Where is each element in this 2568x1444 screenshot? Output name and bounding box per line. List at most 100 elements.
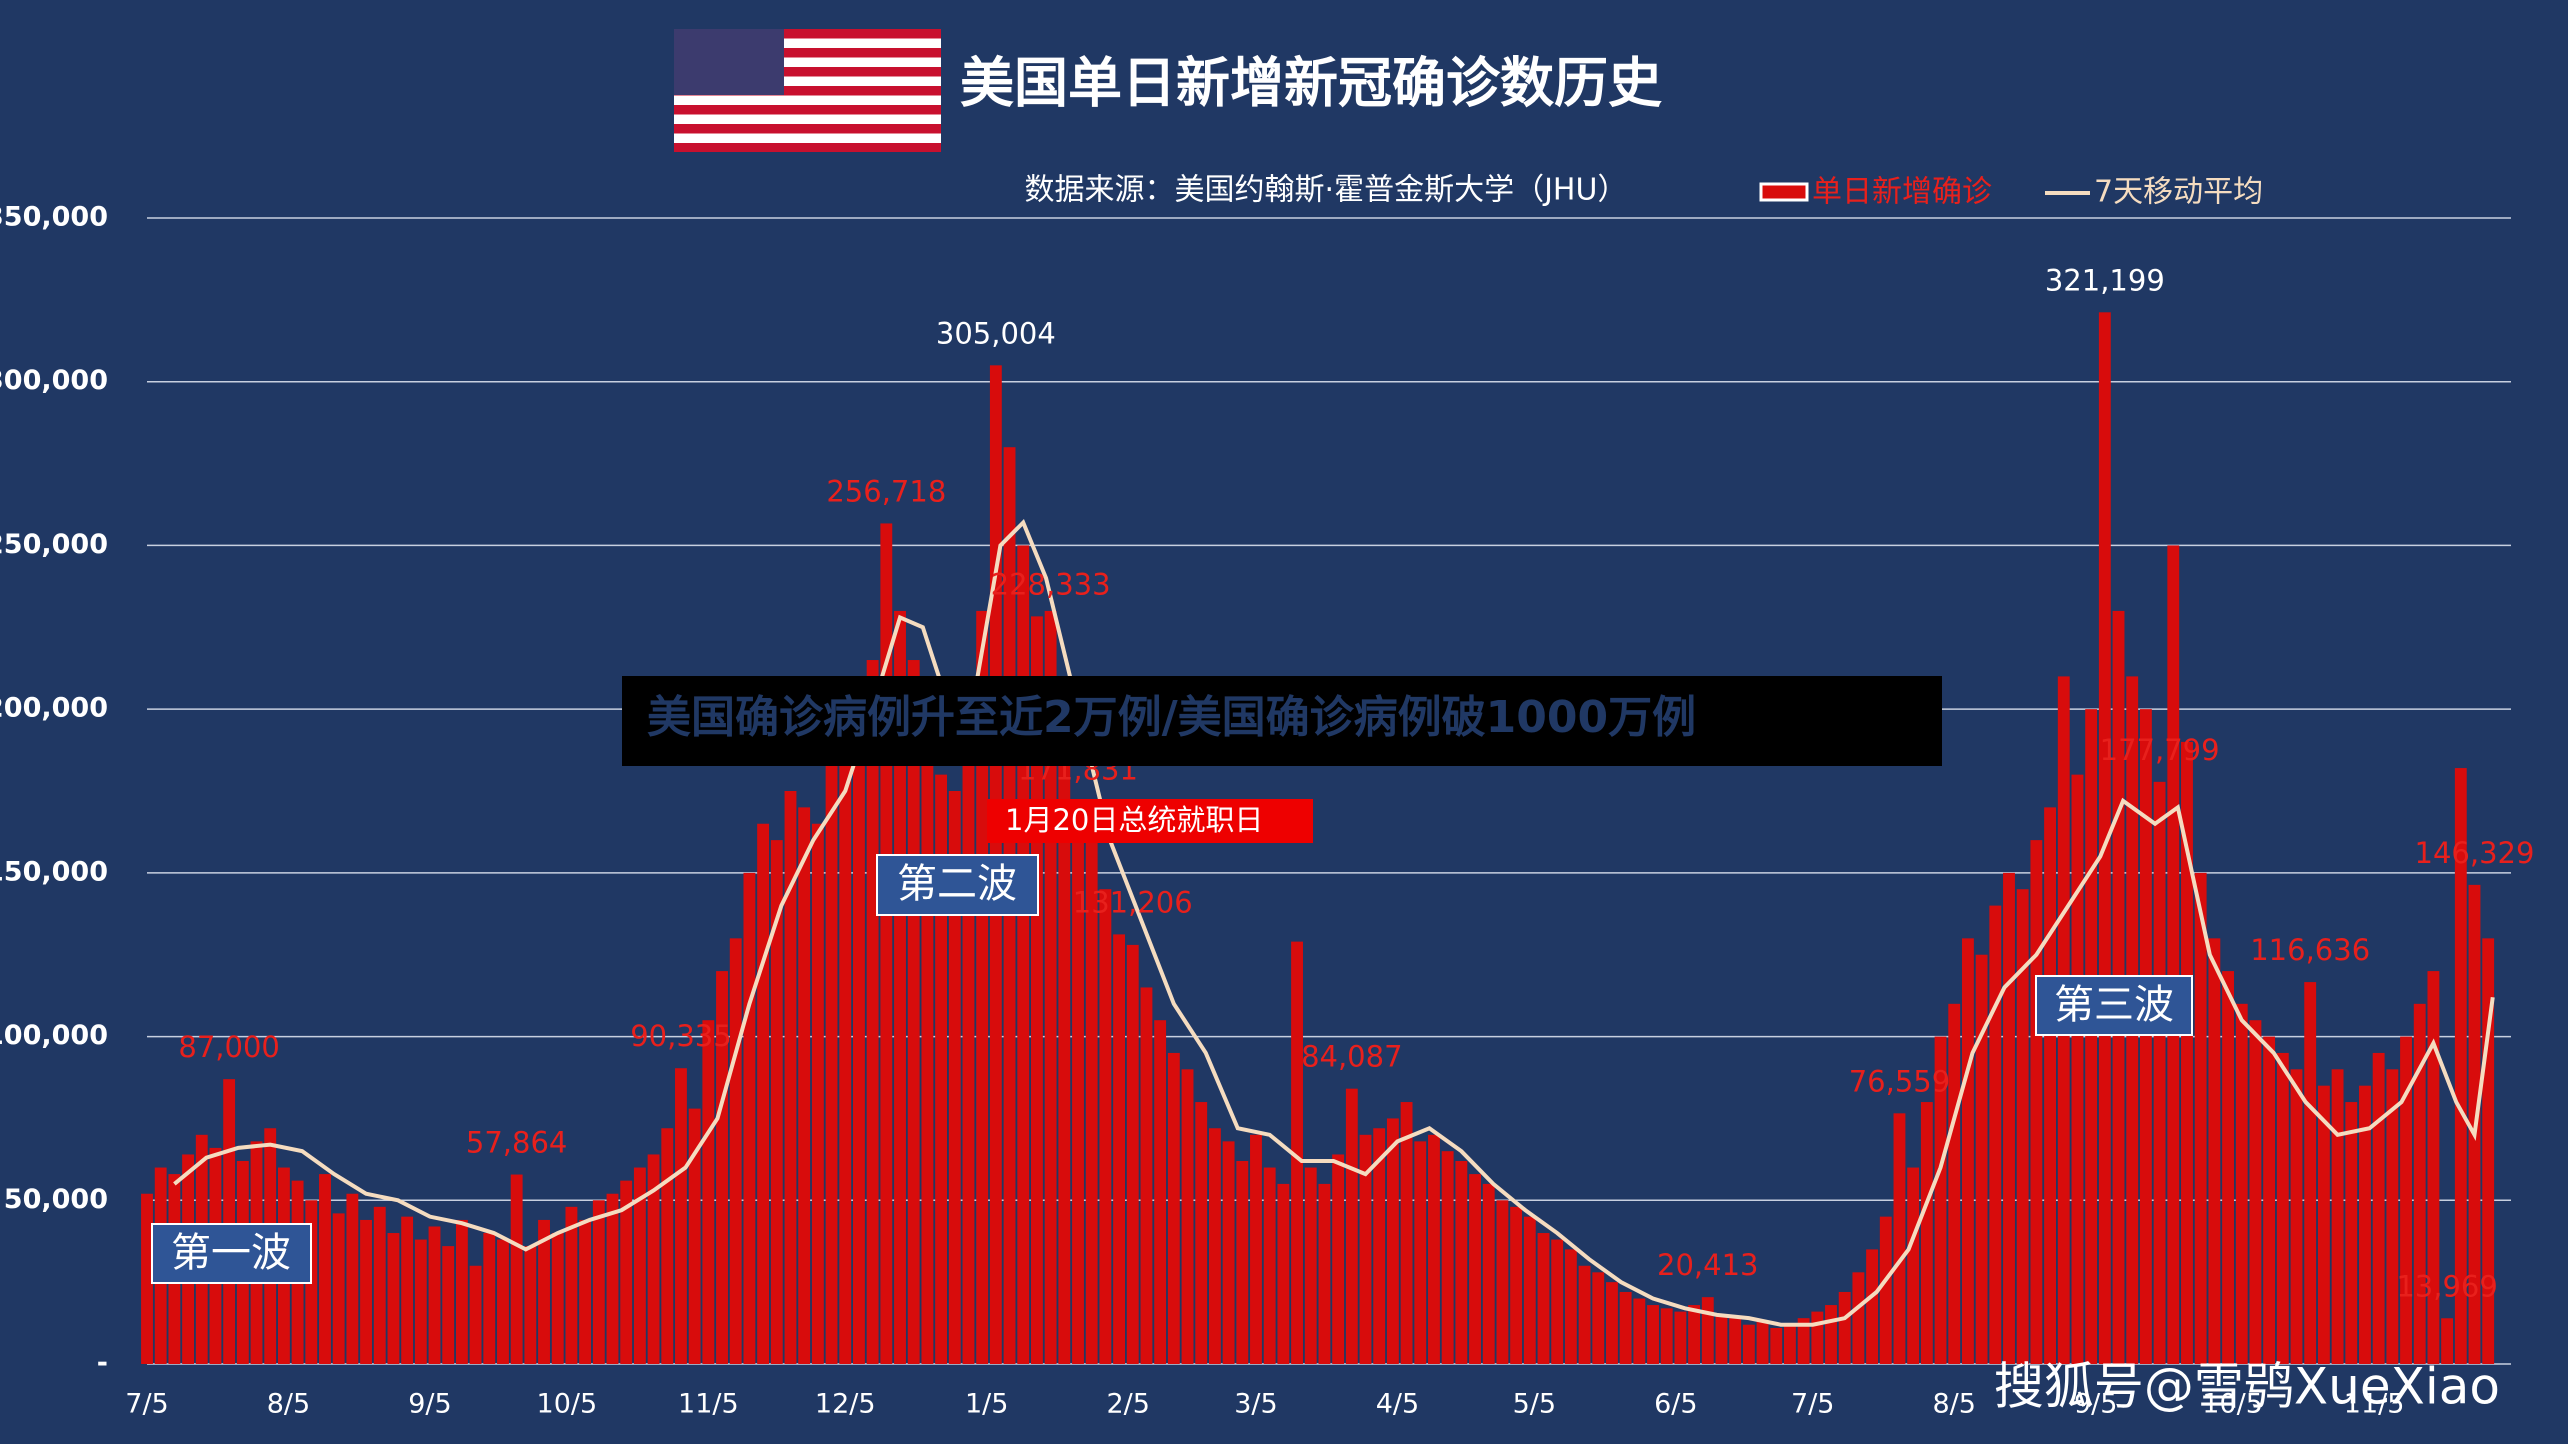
y-tick-label: 200,000 xyxy=(0,693,108,724)
value-label: 131,206 xyxy=(1073,885,1193,919)
x-tick-label: 9/5 xyxy=(408,1389,451,1420)
bar xyxy=(1250,1134,1262,1364)
x-tick-label: 3/5 xyxy=(1234,1389,1277,1420)
bar xyxy=(428,1226,441,1364)
bar xyxy=(716,971,728,1364)
bar xyxy=(524,1246,537,1364)
bar xyxy=(2139,709,2152,1364)
bar xyxy=(2194,872,2207,1364)
bar xyxy=(1825,1305,1837,1364)
bar xyxy=(2359,1085,2371,1364)
y-tick-label: 150,000 xyxy=(0,856,108,887)
bar xyxy=(1688,1305,1701,1364)
bar xyxy=(784,791,797,1364)
bar xyxy=(907,660,920,1364)
y-tick-label: - xyxy=(97,1348,108,1379)
bar xyxy=(1729,1318,1742,1364)
value-label: 76,559 xyxy=(1849,1064,1950,1098)
bar xyxy=(1085,840,1098,1364)
bar xyxy=(2181,741,2193,1364)
watermark: 搜狐号@雪鸮XueXiao xyxy=(1994,1358,2500,1416)
bar xyxy=(1756,1321,1769,1364)
bar xyxy=(538,1219,550,1364)
bar xyxy=(2427,971,2440,1364)
bar xyxy=(2167,545,2180,1364)
bar xyxy=(1537,1233,1550,1364)
bar xyxy=(1195,1102,1208,1364)
bar xyxy=(1907,1167,1920,1364)
bar xyxy=(798,807,811,1364)
bar xyxy=(675,1068,687,1364)
bar xyxy=(2003,872,2015,1364)
bar xyxy=(592,1200,605,1364)
y-tick-label: 250,000 xyxy=(0,529,108,560)
bar xyxy=(729,938,742,1364)
bar xyxy=(1893,1113,1906,1364)
value-label: 20,413 xyxy=(1657,1248,1758,1282)
bar xyxy=(2441,1318,2454,1364)
banner-text: 美国确诊病例升至近2万例/美国确诊病例破1000万例 xyxy=(647,692,1696,743)
chart-title: 美国单日新增新冠确诊数历史 xyxy=(960,52,1662,115)
bar xyxy=(2454,768,2467,1364)
bar xyxy=(661,1128,674,1364)
bar xyxy=(1674,1311,1687,1364)
bar xyxy=(483,1233,496,1364)
bar xyxy=(1510,1206,1523,1364)
bar xyxy=(1523,1216,1536,1364)
bar xyxy=(866,660,879,1364)
bar xyxy=(1181,1069,1194,1364)
bar xyxy=(620,1180,633,1364)
moving-average-line xyxy=(173,518,2495,1327)
value-label: 177,799 xyxy=(2100,733,2220,767)
bar xyxy=(2153,781,2166,1364)
bar xyxy=(1263,1167,1276,1364)
bar xyxy=(579,1219,592,1364)
bar xyxy=(702,1020,715,1364)
bar xyxy=(2235,1003,2248,1364)
bar xyxy=(633,1167,646,1364)
bar xyxy=(2263,1036,2276,1364)
bar xyxy=(2482,938,2495,1364)
bar xyxy=(770,840,783,1364)
bar xyxy=(1866,1249,1879,1364)
bar xyxy=(1140,987,1153,1364)
bar xyxy=(1277,1183,1290,1364)
bar xyxy=(1784,1324,1796,1364)
y-tick-label: 350,000 xyxy=(0,202,108,233)
bar xyxy=(442,1246,455,1364)
bar xyxy=(2085,709,2098,1364)
bar xyxy=(1482,1183,1495,1364)
bar xyxy=(880,523,893,1364)
y-tick-label: 100,000 xyxy=(0,1020,108,1051)
bar xyxy=(2030,840,2043,1364)
bar xyxy=(1961,938,1974,1364)
bar xyxy=(1455,1160,1468,1364)
value-label: 146,329 xyxy=(2415,836,2535,870)
wave-box xyxy=(876,854,1039,916)
bar xyxy=(401,1216,414,1364)
x-tick-label: 7/5 xyxy=(1791,1389,1834,1420)
bar xyxy=(743,872,756,1364)
bar xyxy=(387,1233,400,1364)
event-bg xyxy=(987,799,1313,843)
bar xyxy=(2413,1003,2426,1364)
wave-box xyxy=(2035,975,2193,1036)
bar xyxy=(853,676,865,1364)
bar xyxy=(1920,1102,1933,1364)
bar xyxy=(1469,1174,1481,1364)
bar xyxy=(1879,1216,1892,1364)
event-label: 1月20日总统就职日 xyxy=(1005,803,1263,837)
bar xyxy=(757,823,770,1364)
bar xyxy=(1414,1141,1427,1364)
bar xyxy=(1400,1102,1413,1364)
flag xyxy=(674,29,941,152)
bar xyxy=(551,1233,564,1364)
bar xyxy=(1660,1308,1673,1364)
bar xyxy=(2331,1069,2344,1364)
bar xyxy=(469,1265,482,1364)
bar xyxy=(1345,1088,1358,1364)
bar xyxy=(1564,1249,1577,1364)
bar xyxy=(1797,1318,1810,1364)
bar xyxy=(2249,1020,2262,1364)
